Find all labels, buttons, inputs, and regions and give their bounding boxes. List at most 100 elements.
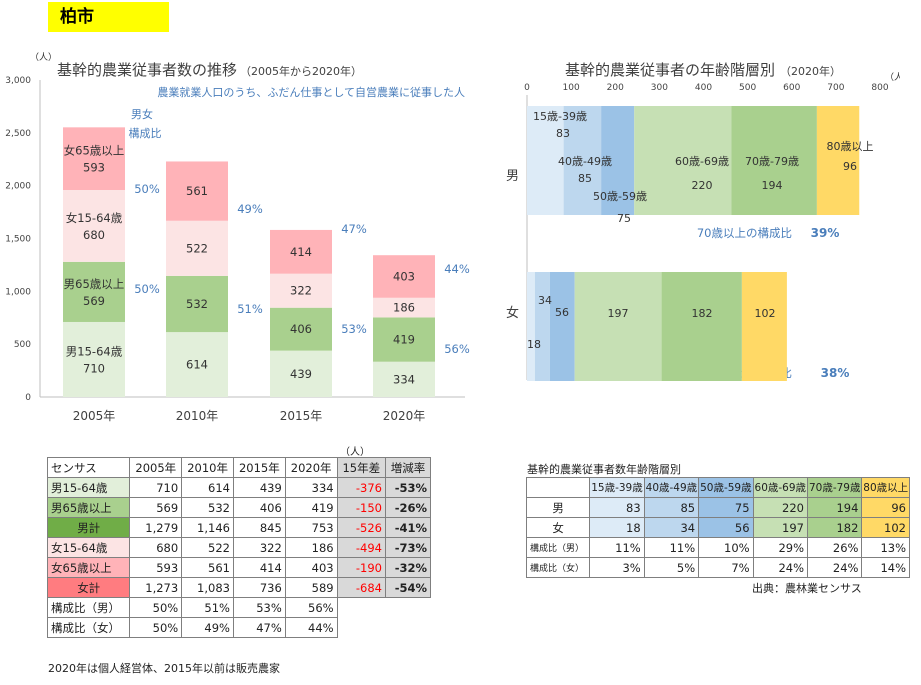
table1-cell: 50% (129, 617, 183, 638)
table1-cell: 589 (284, 577, 338, 598)
right-age-label: 60歳-69歳 (675, 155, 729, 168)
table1-cell: 1,279 (129, 517, 183, 538)
left-x-tick: 2020年 (383, 409, 426, 423)
table2-header: 80歳以上 (861, 477, 910, 498)
right-age-label: 80歳以上 (827, 140, 874, 153)
age-group-chart: 基幹的農業従事者の年齢階層別 （2020年） （人） 70歳以上の構成比 39%… (506, 61, 900, 381)
table2-cell: 96 (861, 497, 910, 518)
left-bar-segment (373, 361, 435, 397)
table2-cell: 220 (752, 497, 809, 518)
table2-cell: 5% (643, 557, 700, 578)
table1-rate: -53% (384, 477, 432, 498)
left-bar-value: 680 (83, 228, 105, 242)
table2-header: 50歳-59歳 (698, 477, 754, 498)
table1-cell: 1,083 (181, 577, 234, 598)
table1-cell: 50% (129, 597, 183, 618)
table1-row-label: 女計 (46, 577, 131, 598)
table1-cell: 53% (232, 597, 286, 618)
age-group-table: 15歳-39歳 40歳-49歳 50歳-59歳 60歳-69歳 70歳-79歳 80歳以上… (525, 477, 910, 578)
table1-cell: 334 (284, 477, 338, 498)
table1-row: 男計 1,279 1,146 845 753 -526 -41% (46, 517, 432, 538)
right-bar-segment (563, 106, 602, 215)
right-x-tick: 700 (827, 83, 844, 93)
left-bar-segment (373, 297, 435, 318)
table1-cell: 49% (181, 617, 234, 638)
right-bar-value: 102 (755, 307, 776, 320)
table2-row: 構成比（女） 3% 5% 7% 24% 24% 14% (525, 557, 910, 578)
table2-row: 女 18 34 56 197 182 102 (525, 517, 910, 538)
ratio-label-line1: 男女 (131, 107, 153, 121)
left-bar-segment (63, 321, 125, 397)
table1-row: 女15-64歳 680 522 322 186 -494 -73% (46, 537, 432, 558)
left-bar-value: 419 (393, 333, 415, 347)
table2-row: 構成比（男） 11% 11% 10% 29% 26% 13% (525, 537, 910, 558)
table1-cell: 569 (129, 497, 183, 518)
right-bar-value: 18 (527, 338, 541, 351)
table2-header: 70歳-79歳 (806, 477, 863, 498)
table2-row-label: 構成比（女） (525, 557, 591, 578)
female-ratio-label: 44% (444, 262, 470, 276)
left-bar-value: 561 (186, 184, 208, 198)
right-bar-value: 85 (578, 172, 592, 185)
right-bar-segment (574, 272, 662, 381)
right-bar-value: 75 (617, 212, 631, 225)
right-row-label: 女 (506, 305, 519, 321)
table1-diff: -526 (336, 517, 386, 538)
table1-row: 構成比（男） 50% 51% 53% 56% (46, 597, 431, 618)
male-ratio-label: 50% (134, 282, 160, 296)
left-chart-title-sub: （2005年から2020年） (240, 64, 362, 78)
table1-rate: -32% (384, 557, 432, 578)
right-x-tick: 200 (607, 83, 624, 93)
left-bar-series-label: 女65歳以上 (64, 144, 125, 158)
right-bar-segment (634, 106, 732, 215)
footnote: 2020年は個人経営体、2015年以前は販売農家 (48, 662, 280, 675)
table2-cell: 56 (698, 517, 754, 538)
table1-cell: 753 (284, 517, 338, 538)
table2-cell: 14% (861, 557, 910, 578)
table1-cell: 561 (181, 557, 234, 578)
table1-cell: 56% (284, 597, 338, 618)
left-y-tick: 2,500 (5, 129, 31, 139)
female-ratio-label: 49% (237, 202, 263, 216)
census-table: センサス 2005年 2010年 2015年 2020年 15年差 増減率 男15-64歳 7… (46, 457, 432, 638)
male-ratio-label: 70歳以上の構成比 (697, 226, 792, 240)
left-y-tick: 500 (14, 340, 31, 350)
left-bar-series-label: 男15-64歳 (66, 344, 123, 358)
table1-row: 構成比（女） 50% 49% 47% 44% (46, 617, 431, 638)
table1-header: 2005年 (129, 457, 183, 478)
right-bar-value: 197 (608, 307, 629, 320)
table2-row-label: 女 (525, 517, 591, 538)
right-bar-segment (731, 106, 817, 215)
right-bar-segment (816, 106, 860, 215)
table1-cell: 593 (129, 557, 183, 578)
left-bar-segment (166, 275, 228, 333)
table1-cell: 1,146 (181, 517, 234, 538)
left-bar-value: 569 (83, 294, 105, 308)
left-bar-segment (270, 273, 332, 308)
table1-cell: 845 (232, 517, 286, 538)
right-x-unit: （人） (885, 72, 900, 83)
table1-row: 男15-64歳 710 614 439 334 -376 -53% (46, 477, 432, 498)
table1-cell: 44% (284, 617, 338, 638)
right-bar-segment (534, 272, 550, 381)
left-chart-title: 基幹的農業従事者数の推移 (57, 61, 237, 79)
left-bar-value: 614 (186, 358, 208, 372)
ratio-label-line2: 構成比 (129, 127, 162, 140)
table1-cell: 406 (232, 497, 286, 518)
table1-header: 2015年 (232, 457, 286, 478)
table2-cell: 197 (752, 517, 809, 538)
right-x-tick: 400 (695, 83, 712, 93)
male-ratio-label: 51% (237, 302, 263, 316)
left-bar-series-label: 男65歳以上 (64, 277, 125, 291)
table2-cell: 85 (643, 497, 700, 518)
table1-row: 男65歳以上 569 532 406 419 -150 -26% (46, 497, 432, 518)
table1-diff: -150 (336, 497, 386, 518)
city-title: 柏市 (48, 2, 169, 32)
left-bar-value: 334 (393, 372, 415, 386)
right-x-tick: 500 (739, 83, 756, 93)
right-bar-value: 83 (556, 127, 570, 140)
table1-cell: 1,273 (129, 577, 183, 598)
table1-diff: -376 (336, 477, 386, 498)
table2-row: 男 83 85 75 220 194 96 (525, 497, 910, 518)
left-bar-value: 406 (290, 322, 312, 336)
